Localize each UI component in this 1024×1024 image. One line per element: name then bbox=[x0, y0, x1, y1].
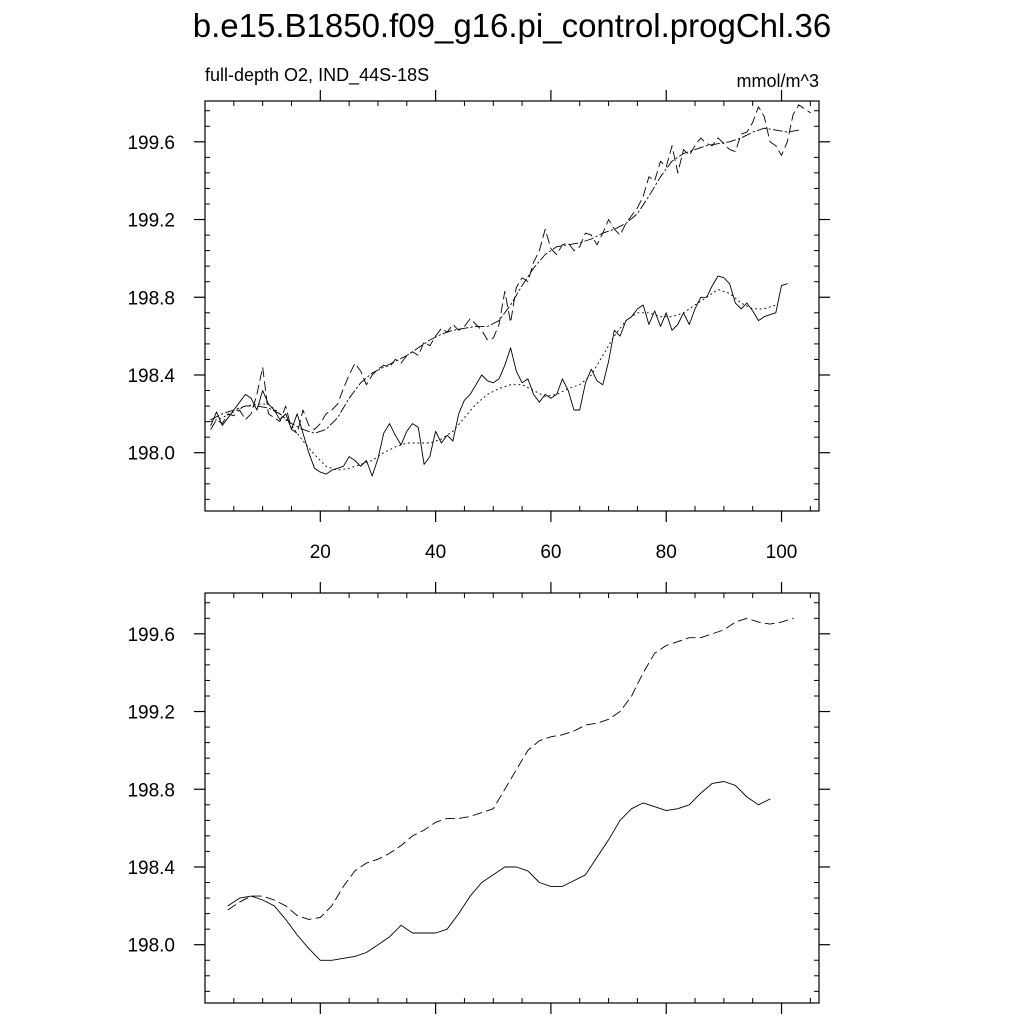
y-tick-label: 199.6 bbox=[127, 625, 175, 646]
x-tick-label: 100 bbox=[766, 542, 798, 563]
x-tick-label: 80 bbox=[656, 542, 677, 563]
figure-title: b.e15.B1850.f09_g16.pi_control.progChl.3… bbox=[193, 7, 832, 44]
bottom-panel: 198.0 198.4 198.8 199.2 199.6 bbox=[127, 582, 830, 1014]
series-line-dashed bbox=[227, 617, 794, 920]
series-line-dashdot bbox=[210, 127, 800, 434]
plot-frame bbox=[204, 100, 820, 512]
y-tick-label: 199.2 bbox=[127, 211, 175, 232]
x-tick-label: 40 bbox=[425, 542, 446, 563]
y-tick-label: 198.0 bbox=[127, 444, 175, 465]
x-tick-label: 60 bbox=[540, 542, 561, 563]
x-tick-label: 20 bbox=[310, 542, 331, 563]
top-panel: 20 40 60 80 100 198.0 198.4 198.8 199.2 199.6 bbox=[127, 90, 830, 563]
series-line-solid bbox=[227, 781, 771, 961]
y-tick-label: 199.6 bbox=[127, 133, 175, 154]
series-line-dashed bbox=[210, 104, 811, 434]
y-tick-label: 199.2 bbox=[127, 703, 175, 724]
units-label: mmol/m^3 bbox=[737, 71, 819, 91]
series-line-solid bbox=[210, 275, 788, 477]
y-tick-label: 198.4 bbox=[127, 858, 175, 879]
variable-label: full-depth O2, IND_44S-18S bbox=[205, 65, 429, 86]
y-tick-label: 198.8 bbox=[127, 780, 175, 801]
plot-frame bbox=[204, 592, 820, 1004]
y-tick-label: 198.0 bbox=[127, 936, 175, 957]
y-tick-label: 198.8 bbox=[127, 288, 175, 309]
y-tick-label: 198.4 bbox=[127, 366, 175, 387]
series-line-dotted bbox=[210, 289, 777, 471]
